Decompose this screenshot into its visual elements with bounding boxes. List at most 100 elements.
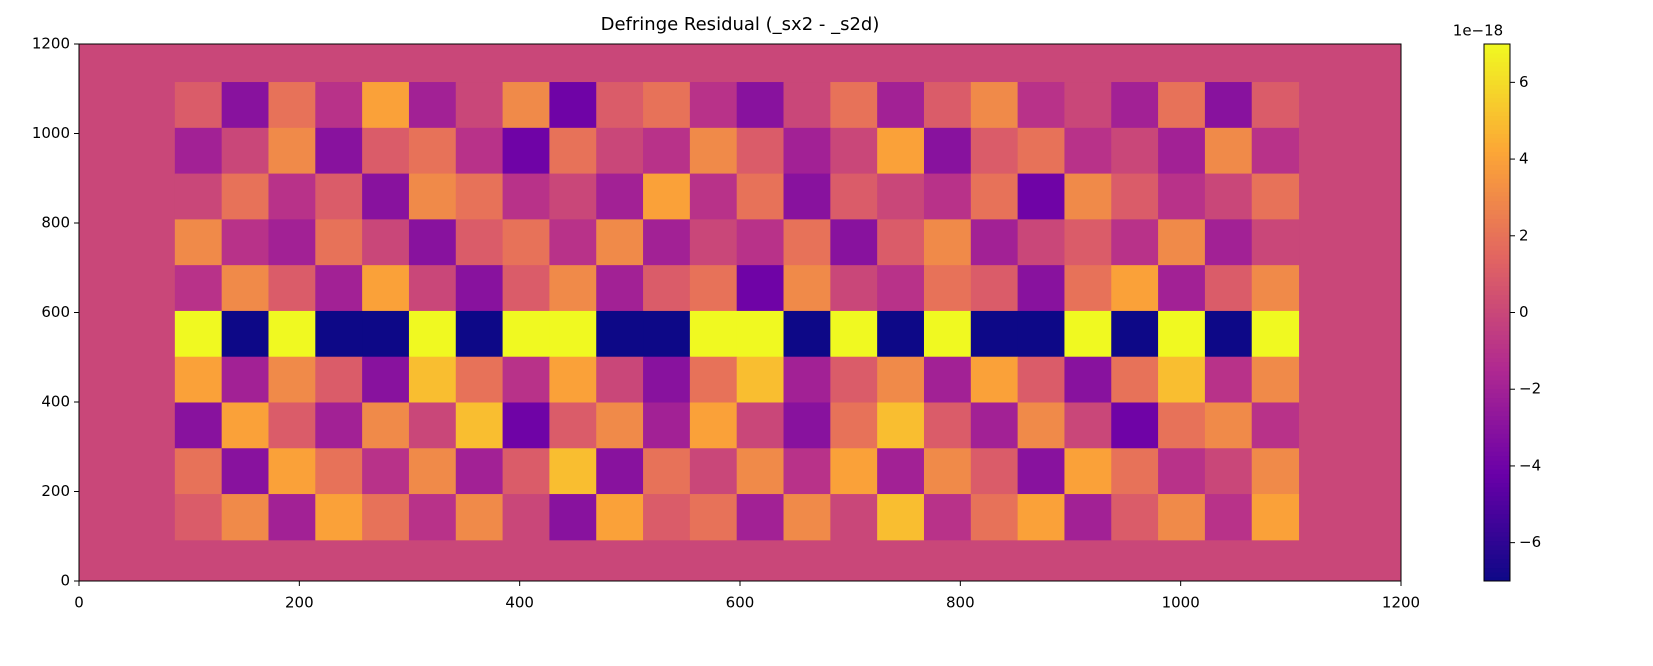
heatmap-cell [970, 265, 1019, 312]
x-tick-label: 1000 [1162, 594, 1200, 612]
heatmap-cell [362, 219, 410, 266]
colorbar-tick-label: 4 [1519, 150, 1529, 168]
colorbar-step [1484, 218, 1510, 224]
heatmap-cell [783, 219, 831, 266]
heatmap-cell [1064, 173, 1112, 220]
heatmap-cell [596, 494, 644, 541]
colorbar-step [1484, 509, 1510, 515]
heatmap-cell [736, 82, 785, 129]
heatmap-cell [455, 219, 504, 266]
heatmap-cell [362, 402, 410, 449]
heatmap-cell [174, 494, 223, 541]
colorbar-step [1484, 209, 1510, 215]
colorbar-step [1484, 57, 1510, 63]
heatmap-cell [783, 127, 831, 175]
colorbar-tick-label: −4 [1519, 456, 1541, 474]
colorbar-step [1484, 446, 1510, 452]
colorbar-offset: 1e−18 [1453, 22, 1503, 40]
heatmap-cell [502, 219, 550, 266]
colorbar-step [1484, 348, 1510, 354]
colorbar-step [1484, 84, 1510, 90]
heatmap-cell [455, 127, 504, 175]
heatmap-cell [221, 127, 269, 175]
colorbar-step [1484, 61, 1510, 67]
heatmap-cell [1251, 219, 1300, 266]
colorbar-step [1484, 97, 1510, 103]
colorbar-step [1484, 343, 1510, 349]
heatmap-cell [877, 265, 925, 312]
heatmap-cell [643, 356, 691, 403]
heatmap-cell [830, 173, 878, 220]
heatmap-cell [1158, 219, 1206, 266]
heatmap-cell [502, 265, 550, 312]
heatmap-cell [923, 219, 972, 266]
colorbar-step [1484, 227, 1510, 233]
colorbar-step [1484, 303, 1510, 309]
heatmap-cell [596, 310, 644, 358]
colorbar-step [1484, 567, 1510, 573]
heatmap-cell [877, 82, 925, 129]
colorbar-step [1484, 75, 1510, 81]
colorbar-step [1484, 281, 1510, 287]
heatmap-cell [783, 494, 831, 541]
colorbar-step [1484, 263, 1510, 269]
y-tick-label: 1200 [32, 35, 70, 53]
heatmap-cell [221, 265, 269, 312]
colorbar-tick-label: 2 [1519, 226, 1529, 244]
heatmap-cell [1111, 448, 1159, 495]
heatmap-cell [221, 82, 269, 129]
heatmap-cell [783, 356, 831, 403]
colorbar-step [1484, 249, 1510, 255]
heatmap-cell [1204, 356, 1253, 403]
heatmap-cell [1064, 494, 1112, 541]
colorbar-step [1484, 375, 1510, 381]
heatmap-cell [1111, 82, 1159, 129]
heatmap-cell [362, 173, 410, 220]
heatmap-cell [1158, 494, 1206, 541]
colorbar-tick-label: 0 [1519, 303, 1529, 321]
colorbar-step [1484, 321, 1510, 327]
heatmap-cell [1017, 310, 1065, 358]
heatmap-cell [362, 310, 410, 358]
colorbar-step [1484, 115, 1510, 121]
colorbar-step [1484, 276, 1510, 282]
colorbar-step [1484, 70, 1510, 76]
heatmap-cell [1251, 173, 1300, 220]
heatmap-cell [315, 356, 363, 403]
colorbar-step [1484, 129, 1510, 134]
heatmap-cell [362, 356, 410, 403]
heatmap-cell [923, 265, 972, 312]
colorbar-tick-label: −6 [1519, 533, 1541, 551]
heatmap-cell [1111, 127, 1159, 175]
colorbar-step [1484, 44, 1510, 49]
heatmap-cell [268, 448, 316, 495]
colorbar-step [1484, 482, 1510, 488]
y-tick-label: 800 [41, 214, 70, 232]
colorbar-step [1484, 402, 1510, 407]
heatmap-cell [643, 127, 691, 175]
heatmap-cell [596, 356, 644, 403]
heatmap-cell [408, 448, 457, 495]
colorbar-step [1484, 504, 1510, 510]
colorbar-tick-label: 6 [1519, 73, 1529, 91]
heatmap-cell [268, 219, 316, 266]
heatmap-cell [221, 173, 269, 220]
heatmap-cell [1017, 356, 1065, 403]
heatmap-cell [830, 494, 878, 541]
heatmap-cell [221, 310, 269, 358]
colorbar-step [1484, 495, 1510, 501]
colorbar-step [1484, 366, 1510, 372]
colorbar-step [1484, 88, 1510, 94]
heatmap-cell [830, 219, 878, 266]
heatmap-cell [1251, 402, 1300, 449]
heatmap-cell [1017, 494, 1065, 541]
heatmap-cell [549, 219, 597, 266]
heatmap-cell [408, 219, 457, 266]
colorbar-step [1484, 437, 1510, 443]
heatmap-cell [970, 219, 1019, 266]
colorbar-step [1484, 48, 1510, 54]
heatmap-cell [923, 173, 972, 220]
colorbar-step [1484, 312, 1510, 318]
colorbar-step [1484, 146, 1510, 152]
heatmap-cell [502, 402, 550, 449]
